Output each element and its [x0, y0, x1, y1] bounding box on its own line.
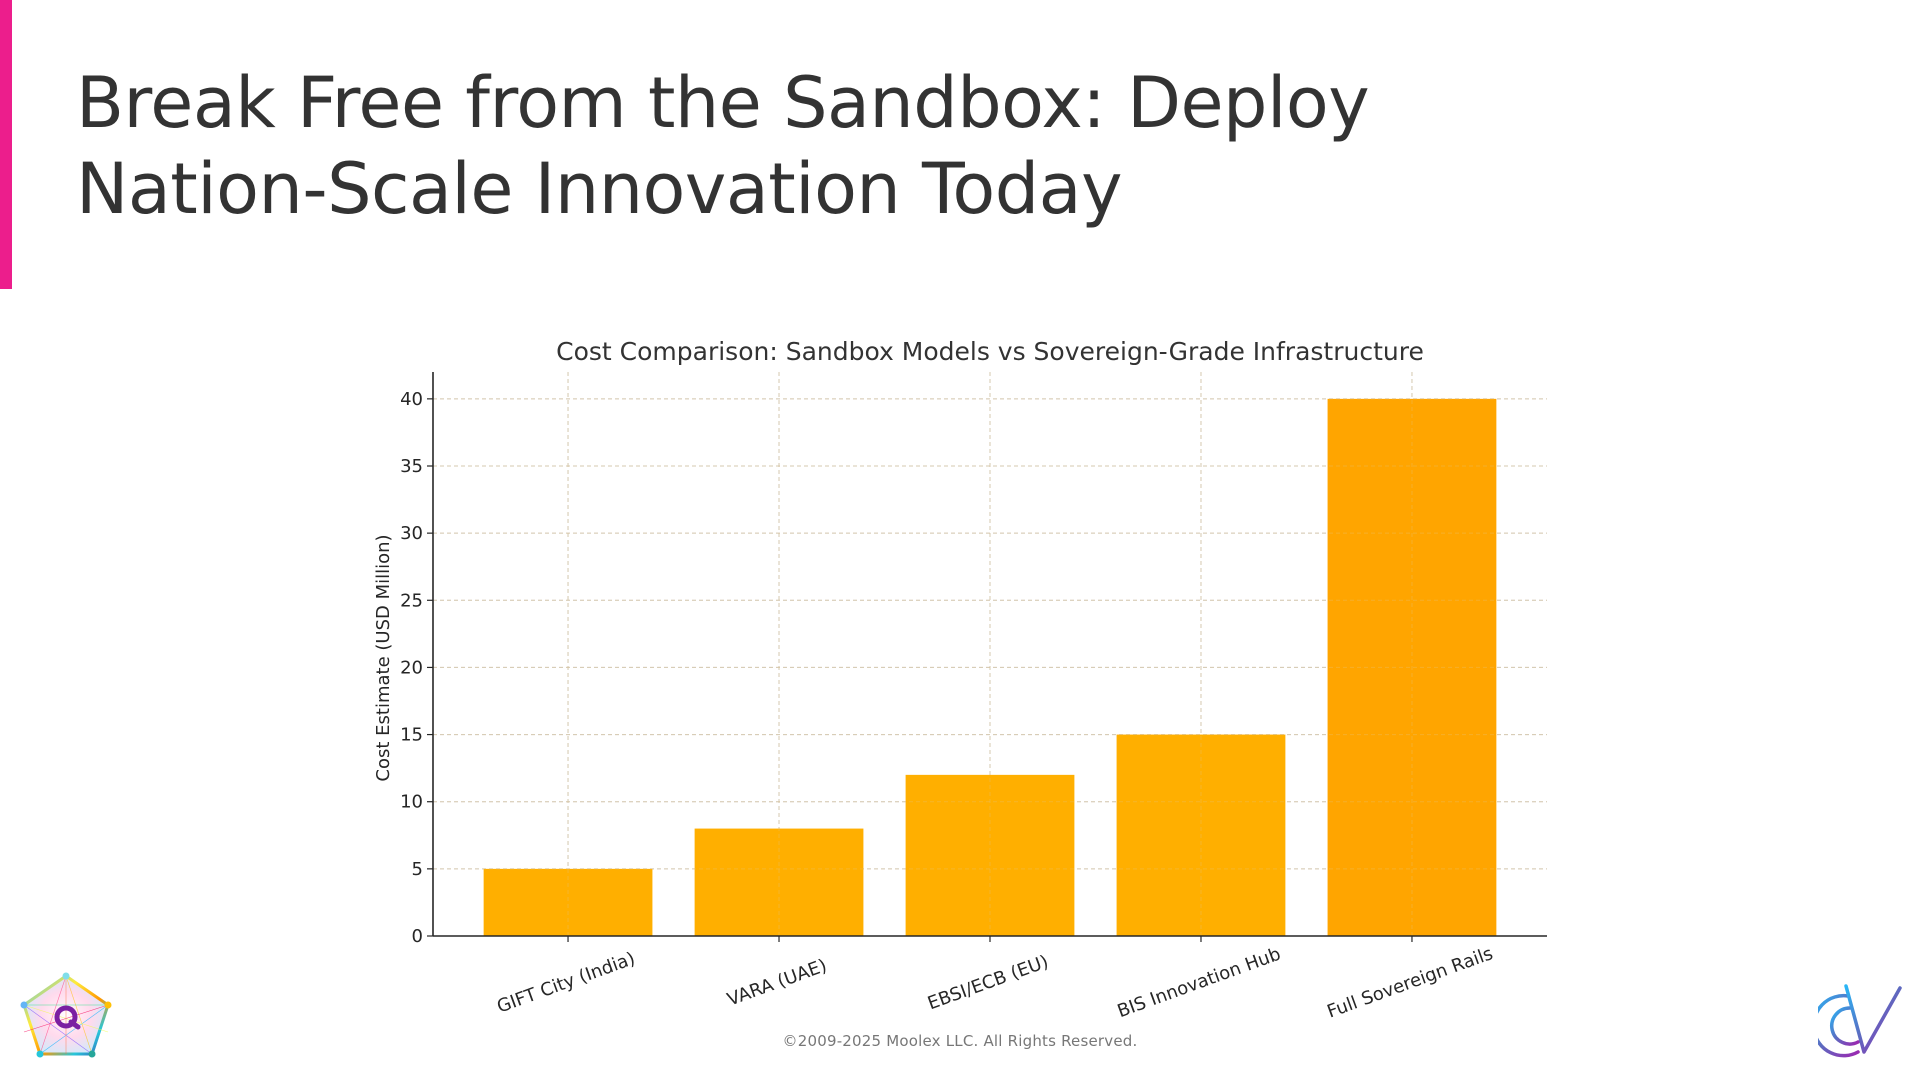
y-tick-label: 20	[400, 657, 423, 678]
grid-lines-overlay	[433, 372, 1547, 936]
y-tick-label: 40	[400, 389, 423, 410]
bar	[483, 868, 653, 936]
y-tick-label: 15	[400, 725, 423, 746]
x-tick-label: BIS Innovation Hub	[1115, 944, 1284, 1023]
bar	[694, 828, 864, 936]
bar	[1327, 398, 1497, 936]
bar	[905, 774, 1075, 936]
cv-monogram-logo-icon	[1818, 984, 1902, 1058]
pentagon-q-logo-icon	[20, 972, 112, 1058]
y-tick-label: 35	[400, 456, 423, 477]
y-tick-label: 25	[400, 590, 423, 611]
x-tick-label: Full Sovereign Rails	[1324, 943, 1495, 1023]
y-axis-label: Cost Estimate (USD Million)	[373, 534, 394, 781]
copyright-footer: ©2009-2025 Moolex LLC. All Rights Reserv…	[782, 1032, 1138, 1050]
x-tick-label: GIFT City (India)	[494, 948, 638, 1017]
bars	[483, 398, 1497, 936]
y-tick-label: 10	[400, 792, 423, 813]
accent-bar	[0, 0, 12, 289]
x-tick-label: VARA (UAE)	[725, 955, 830, 1010]
slide-title: Break Free from the Sandbox: Deploy Nati…	[76, 60, 1576, 232]
y-tick-label: 0	[412, 926, 423, 947]
slide-title-line-2: Nation-Scale Innovation Today	[76, 148, 1123, 230]
x-tick-label: EBSI/ECB (EU)	[925, 951, 1051, 1014]
bar	[1116, 734, 1286, 936]
slide-title-line-1: Break Free from the Sandbox: Deploy	[76, 62, 1370, 144]
y-tick-label: 5	[412, 859, 423, 880]
y-tick-label: 30	[400, 523, 423, 544]
chart-title: Cost Comparison: Sandbox Models vs Sover…	[556, 337, 1424, 366]
